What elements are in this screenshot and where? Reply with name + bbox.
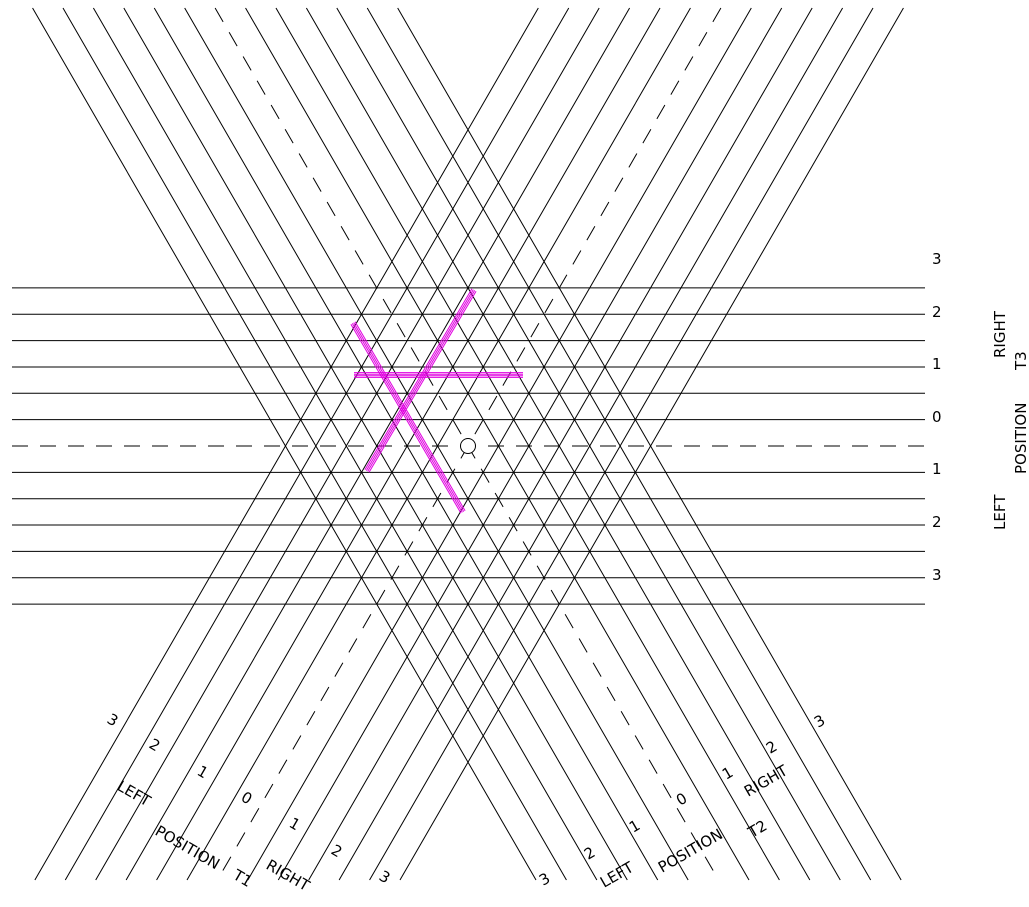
t1-grid-line bbox=[369, 7, 874, 881]
t2-grid-line bbox=[366, 7, 872, 881]
t2-grid-line bbox=[184, 7, 689, 881]
t1-grid-line bbox=[338, 7, 844, 881]
t2-grid-line bbox=[336, 7, 841, 881]
t3-tick-label: 1 bbox=[932, 460, 942, 478]
t1-name: T1 bbox=[229, 865, 255, 890]
t2-grid-line bbox=[397, 7, 902, 881]
highlight-stroke bbox=[364, 288, 473, 471]
t3-tick-label: 2 bbox=[932, 303, 942, 321]
t1-tick-label: 2 bbox=[146, 735, 163, 755]
t2-grid-line bbox=[153, 7, 659, 881]
highlight-stroke bbox=[368, 290, 477, 473]
highlight-stroke bbox=[367, 290, 476, 472]
t3-tick-labels: 3 2 1 0 1 2 3 bbox=[932, 250, 942, 584]
t1-tick-label: 1 bbox=[286, 814, 303, 834]
highlight-stroke bbox=[351, 323, 463, 513]
highlight-stroke bbox=[354, 321, 466, 512]
t1-grid-line bbox=[399, 7, 904, 881]
t3-tick-label: 3 bbox=[932, 250, 942, 268]
t2-tick-label: 1 bbox=[626, 816, 643, 836]
highlight-stroke bbox=[365, 289, 474, 471]
t3-tick-label: 3 bbox=[932, 566, 942, 584]
t1-tick-label: 1 bbox=[194, 762, 211, 782]
t3-side-left: LEFT bbox=[991, 494, 1009, 530]
t1-diagonal-lines bbox=[34, 7, 904, 881]
t1-grid-line bbox=[64, 7, 570, 881]
t3-axis-title: LEFT POSITION RIGHT T3 bbox=[991, 310, 1029, 530]
highlighted-position-marks bbox=[350, 288, 523, 514]
t1-side-right: RIGHT bbox=[263, 856, 313, 895]
t2-side-right: RIGHT bbox=[741, 761, 791, 800]
highlight-stroke bbox=[350, 323, 462, 514]
t1-grid-line bbox=[125, 7, 631, 881]
t1-grid-line bbox=[277, 7, 783, 881]
t3-tick-label: 0 bbox=[932, 408, 942, 426]
t1-grid-line bbox=[308, 7, 813, 881]
t2-tick-label: 0 bbox=[673, 789, 690, 809]
t3-side-right: RIGHT bbox=[991, 310, 1009, 358]
t1-position-label: POSITION bbox=[152, 822, 223, 873]
t2-tick-label: 3 bbox=[536, 869, 553, 889]
t1-tick-label: 0 bbox=[238, 788, 255, 808]
t2-tick-label: 2 bbox=[581, 843, 598, 863]
t2-tick-label: 2 bbox=[763, 737, 780, 757]
t3-tick-label: 1 bbox=[932, 355, 942, 373]
t2-name: T2 bbox=[744, 817, 770, 842]
t3-position-label: POSITION bbox=[1012, 403, 1029, 474]
t3-name: T3 bbox=[1012, 351, 1029, 371]
t1-grid-line bbox=[247, 7, 752, 881]
t1-tick-label: 3 bbox=[104, 710, 121, 730]
t2-grid-line bbox=[32, 7, 537, 881]
t2-grid-line bbox=[275, 7, 780, 881]
t2-grid-line bbox=[305, 7, 811, 881]
t1-grid-line bbox=[34, 7, 539, 881]
t1-side-left: LEFT bbox=[114, 777, 154, 811]
t2-grid-line bbox=[92, 7, 598, 881]
t2-grid-line bbox=[245, 7, 750, 881]
highlight-stroke bbox=[353, 322, 465, 512]
t1-grid-line bbox=[95, 7, 600, 881]
t1-tick-label: 2 bbox=[328, 841, 345, 861]
center-marker bbox=[460, 438, 476, 454]
t1-axis-title: LEFT POSITION T1 RIGHT bbox=[114, 777, 313, 895]
t2-grid-line bbox=[62, 7, 567, 881]
t1-grid-line bbox=[156, 7, 661, 881]
t1-tick-label: 3 bbox=[376, 867, 393, 887]
t2-position-label: POSITION bbox=[655, 825, 726, 876]
t1-grid-line bbox=[186, 7, 691, 881]
t3-tick-label: 2 bbox=[932, 513, 942, 531]
t2-grid-line bbox=[123, 7, 628, 881]
t2-diagonal-lines bbox=[32, 7, 902, 881]
